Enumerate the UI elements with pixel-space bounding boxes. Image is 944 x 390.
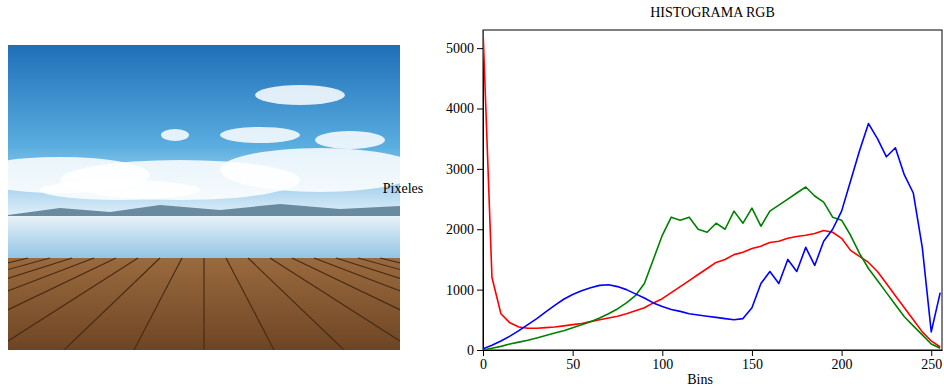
tick-label: 250: [921, 357, 942, 372]
tick-label: 0: [467, 343, 474, 358]
series-line: [483, 187, 940, 350]
plank-gap: [8, 258, 138, 350]
sea: [8, 216, 400, 260]
tick-mark: [842, 350, 843, 356]
tick: 2000: [446, 222, 483, 237]
plot-area: [483, 30, 940, 350]
x-axis: 0 50 100 150 200 250: [480, 350, 943, 372]
tick: 50: [566, 350, 580, 372]
tick-mark: [477, 48, 483, 49]
tick-mark: [477, 169, 483, 170]
cloud: [40, 180, 200, 200]
plank-gap: [380, 258, 400, 350]
tick-mark: [573, 350, 574, 356]
axis-line: [484, 350, 943, 351]
tick-mark: [477, 229, 483, 230]
tick-mark: [662, 350, 663, 356]
tick: 150: [742, 350, 763, 372]
tick: 3000: [446, 162, 483, 177]
plot-frame: [483, 30, 942, 350]
photo: [8, 45, 400, 350]
tick: 4000: [446, 101, 483, 116]
tick: 100: [652, 350, 673, 372]
tick-label: 5000: [446, 41, 474, 56]
plank-gap: [8, 258, 28, 350]
series-line: [483, 30, 940, 347]
tick: 250: [921, 350, 942, 372]
plank-gap: [64, 258, 160, 350]
tick-mark: [477, 350, 483, 351]
cloud: [161, 129, 189, 141]
tick-label: 1000: [446, 283, 474, 298]
cloud: [315, 131, 385, 149]
x-axis-title: Bins: [687, 372, 713, 387]
plank-gap: [203, 258, 204, 350]
tick-label: 3000: [446, 162, 474, 177]
axis-line: [483, 31, 484, 351]
chart-title: HISTOGRAMA RGB: [650, 5, 775, 20]
tick-mark: [477, 108, 483, 109]
plank-gap: [292, 258, 400, 350]
tick: 0: [480, 350, 487, 372]
tick-label: 100: [652, 357, 673, 372]
tick-mark: [477, 290, 483, 291]
figure: 0 50 100 150 200 250 0 1000 2000 3000 4000 5000 HIST…: [0, 0, 944, 390]
mountains: [8, 204, 400, 218]
plank-gap: [314, 258, 400, 350]
cloud: [255, 85, 345, 105]
y-axis-title: Pixeles: [383, 181, 423, 196]
cloud: [220, 127, 300, 143]
tick-mark: [931, 350, 932, 356]
plank-gap: [248, 258, 344, 350]
plank-gap: [226, 258, 274, 350]
series-line: [483, 124, 940, 349]
plank-gap: [358, 258, 400, 350]
tick-label: 50: [566, 357, 580, 372]
plank-gap: [8, 258, 72, 350]
tick-label: 0: [480, 357, 487, 372]
plank-gap: [336, 258, 400, 350]
tick: 0: [467, 343, 483, 358]
tick-label: 4000: [446, 101, 474, 116]
plank-gap: [8, 258, 116, 350]
cloud: [220, 148, 400, 192]
y-axis: 0 1000 2000 3000 4000 5000: [446, 31, 484, 358]
tick-mark: [483, 350, 484, 356]
tick: 1000: [446, 283, 483, 298]
tick-label: 200: [832, 357, 853, 372]
tick-label: 150: [742, 357, 763, 372]
tick-mark: [752, 350, 753, 356]
plank-gap: [134, 258, 182, 350]
tick-label: 2000: [446, 222, 474, 237]
tick: 5000: [446, 41, 483, 56]
tick: 200: [832, 350, 853, 372]
